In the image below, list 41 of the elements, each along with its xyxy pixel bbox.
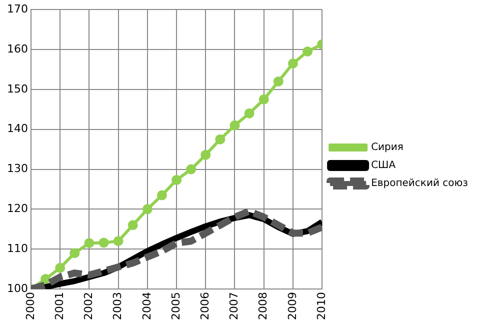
x-tick-label: 2001 [52, 292, 66, 320]
point [70, 248, 80, 258]
x-tick-label: 2002 [82, 292, 96, 320]
y-tick-label: 110 [6, 242, 28, 255]
x-tick-label: 2010 [314, 292, 328, 320]
point [113, 236, 124, 246]
y-tick-label: 100 [6, 282, 28, 295]
y-tick-label: 160 [6, 42, 28, 56]
point [186, 164, 196, 174]
point [215, 134, 226, 144]
point [128, 220, 138, 230]
x-tick-label: 2000 [24, 292, 37, 320]
point [142, 204, 152, 214]
legend-label: Сирия [371, 142, 404, 154]
y-tick-label: 140 [6, 122, 28, 136]
point [172, 175, 182, 186]
point [98, 238, 109, 248]
point [84, 238, 94, 248]
x-tick-label: 2004 [140, 292, 154, 320]
y-tick-label: 130 [6, 162, 28, 176]
legend-label: США [371, 160, 396, 172]
x-tick-label: 2005 [169, 292, 182, 320]
x-tick-label: 2008 [256, 292, 270, 320]
point [40, 274, 51, 284]
x-tick-label: 2007 [228, 292, 241, 320]
point [55, 262, 66, 273]
point [273, 76, 284, 86]
x-tick-label: 2006 [198, 292, 212, 320]
point [302, 46, 313, 57]
point [156, 190, 167, 200]
point [230, 120, 240, 130]
point [200, 150, 211, 160]
legend-label: Европейский союз [371, 178, 468, 190]
x-tick-label: 2009 [286, 292, 299, 320]
x-tick-label: 2003 [111, 292, 124, 320]
point [288, 58, 298, 68]
point [258, 94, 269, 104]
y-tick-label: 150 [6, 82, 28, 96]
y-tick-label: 120 [6, 202, 28, 216]
y-tick-label: 170 [6, 2, 28, 16]
point [244, 108, 254, 118]
